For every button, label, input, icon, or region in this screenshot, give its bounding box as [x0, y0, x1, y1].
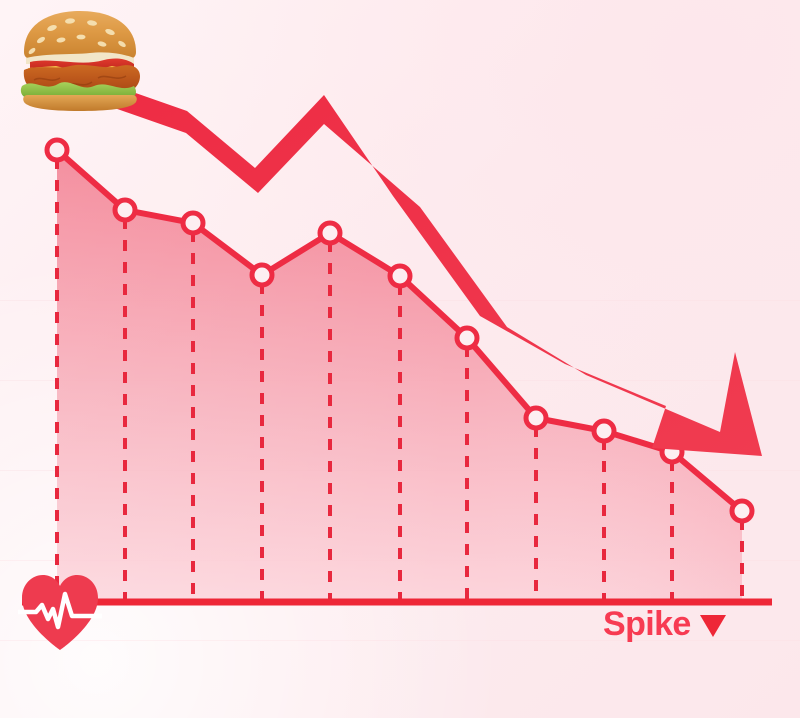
data-point	[249, 262, 275, 288]
data-point	[523, 405, 549, 431]
data-point	[112, 197, 138, 223]
spike-brand-logo[interactable]: Spike	[603, 607, 726, 641]
data-point	[44, 137, 70, 163]
data-point	[387, 263, 413, 289]
heart-with-heartbeat-icon	[18, 575, 102, 650]
lettuce	[20, 82, 137, 99]
fried-chicken-sandwich-image	[20, 11, 140, 111]
data-point-markers	[44, 137, 755, 524]
bun-bottom	[23, 95, 137, 111]
down-triangle-icon	[699, 614, 726, 637]
data-point	[180, 210, 206, 236]
data-point	[317, 220, 343, 246]
sesame-seeds	[28, 18, 126, 55]
data-point	[454, 325, 480, 351]
declining-trend-arrow-icon	[103, 82, 762, 456]
heartbeat-line	[18, 591, 102, 630]
data-point	[591, 418, 617, 444]
brand-name: Spike	[603, 605, 691, 643]
gridlines	[55, 158, 744, 600]
data-point	[729, 498, 755, 524]
